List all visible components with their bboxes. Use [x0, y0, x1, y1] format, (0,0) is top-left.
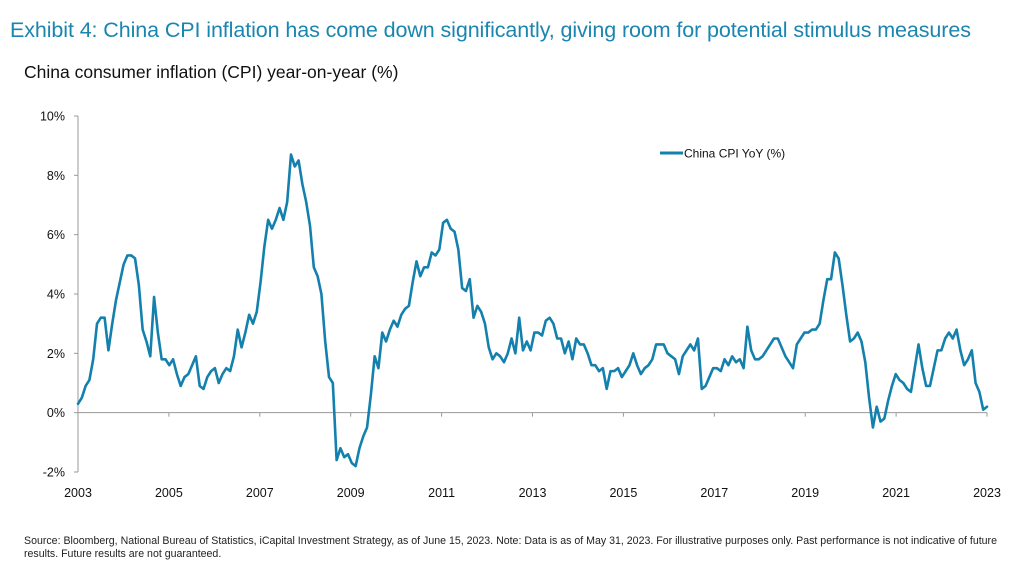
y-axis-labels: -2% 0% 2% 4% 6% 8% 10%: [40, 110, 65, 480]
x-tick-label: 2013: [519, 486, 547, 500]
series-line: [76, 153, 989, 468]
series-group: [76, 153, 989, 468]
exhibit-title: Exhibit 4: China CPI inflation has come …: [10, 18, 971, 42]
x-tick-label: 2011: [428, 486, 455, 500]
y-tick-label: 8%: [47, 169, 65, 183]
x-tick-label: 2019: [791, 486, 819, 500]
legend-label: China CPI YoY (%): [684, 147, 785, 161]
x-tick-label: 2017: [700, 486, 728, 500]
legend: China CPI YoY (%): [660, 147, 785, 161]
y-tick-label: 0%: [47, 406, 65, 420]
axes: [74, 115, 988, 473]
y-tick-label: 4%: [47, 288, 65, 302]
y-tick-label: 2%: [47, 347, 65, 361]
x-tick-label: 2021: [882, 486, 910, 500]
chart-subtitle: China consumer inflation (CPI) year-on-y…: [24, 62, 399, 82]
x-tick-label: 2009: [337, 486, 365, 500]
x-tick-label: 2007: [246, 486, 274, 500]
source-footnote: Source: Bloomberg, National Bureau of St…: [24, 535, 997, 560]
x-axis-labels: 2003 2005 2007 2009 2011 2013 2015 2017 2019 2021…: [64, 486, 1001, 500]
x-tick-label: 2003: [64, 486, 92, 500]
x-tick-label: 2015: [609, 486, 637, 500]
x-tick-label: 2005: [155, 486, 183, 500]
x-tick-label: 2023: [973, 486, 1001, 500]
y-tick-label: -2%: [43, 466, 65, 480]
y-tick-label: 10%: [40, 110, 65, 124]
y-tick-label: 6%: [47, 228, 65, 242]
